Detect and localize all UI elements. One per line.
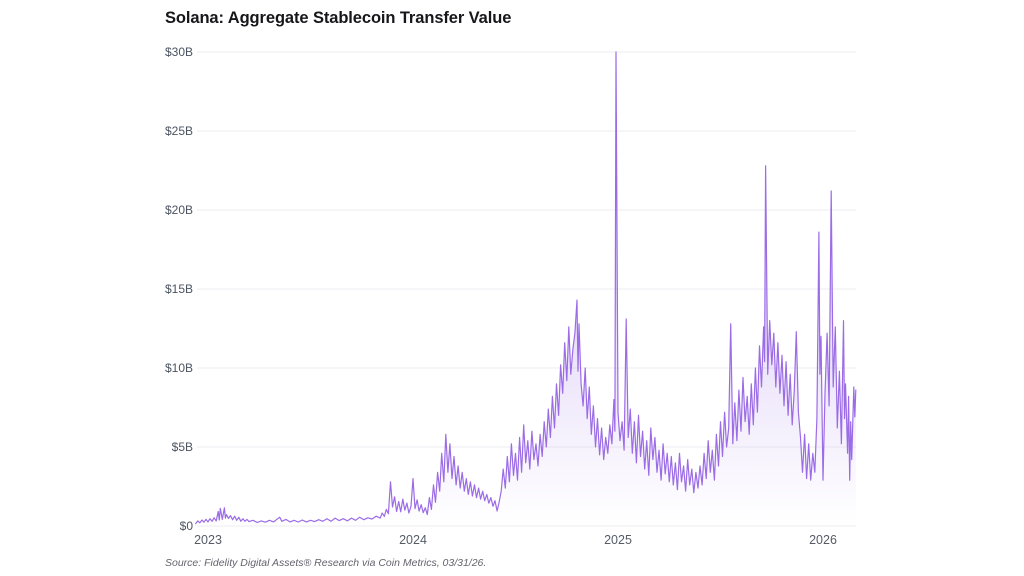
y-tick-label: $30B [164, 45, 193, 59]
y-tick-label: $0 [179, 519, 193, 533]
y-tick-label: $15B [164, 282, 193, 296]
chart-title: Solana: Aggregate Stablecoin Transfer Va… [165, 9, 512, 27]
y-tick-label: $25B [164, 124, 193, 138]
source-note: Source: Fidelity Digital Assets® Researc… [165, 557, 487, 569]
y-tick-label: $5B [171, 440, 193, 454]
x-tick-label: 2024 [399, 533, 427, 547]
x-tick-label: 2026 [809, 533, 837, 547]
y-tick-label: $20B [164, 203, 193, 217]
y-tick-label: $10B [164, 361, 193, 375]
x-tick-label: 2023 [194, 533, 222, 547]
series-line [195, 51, 857, 525]
x-tick-label: 2025 [604, 533, 632, 547]
series-area-fill [195, 52, 856, 526]
